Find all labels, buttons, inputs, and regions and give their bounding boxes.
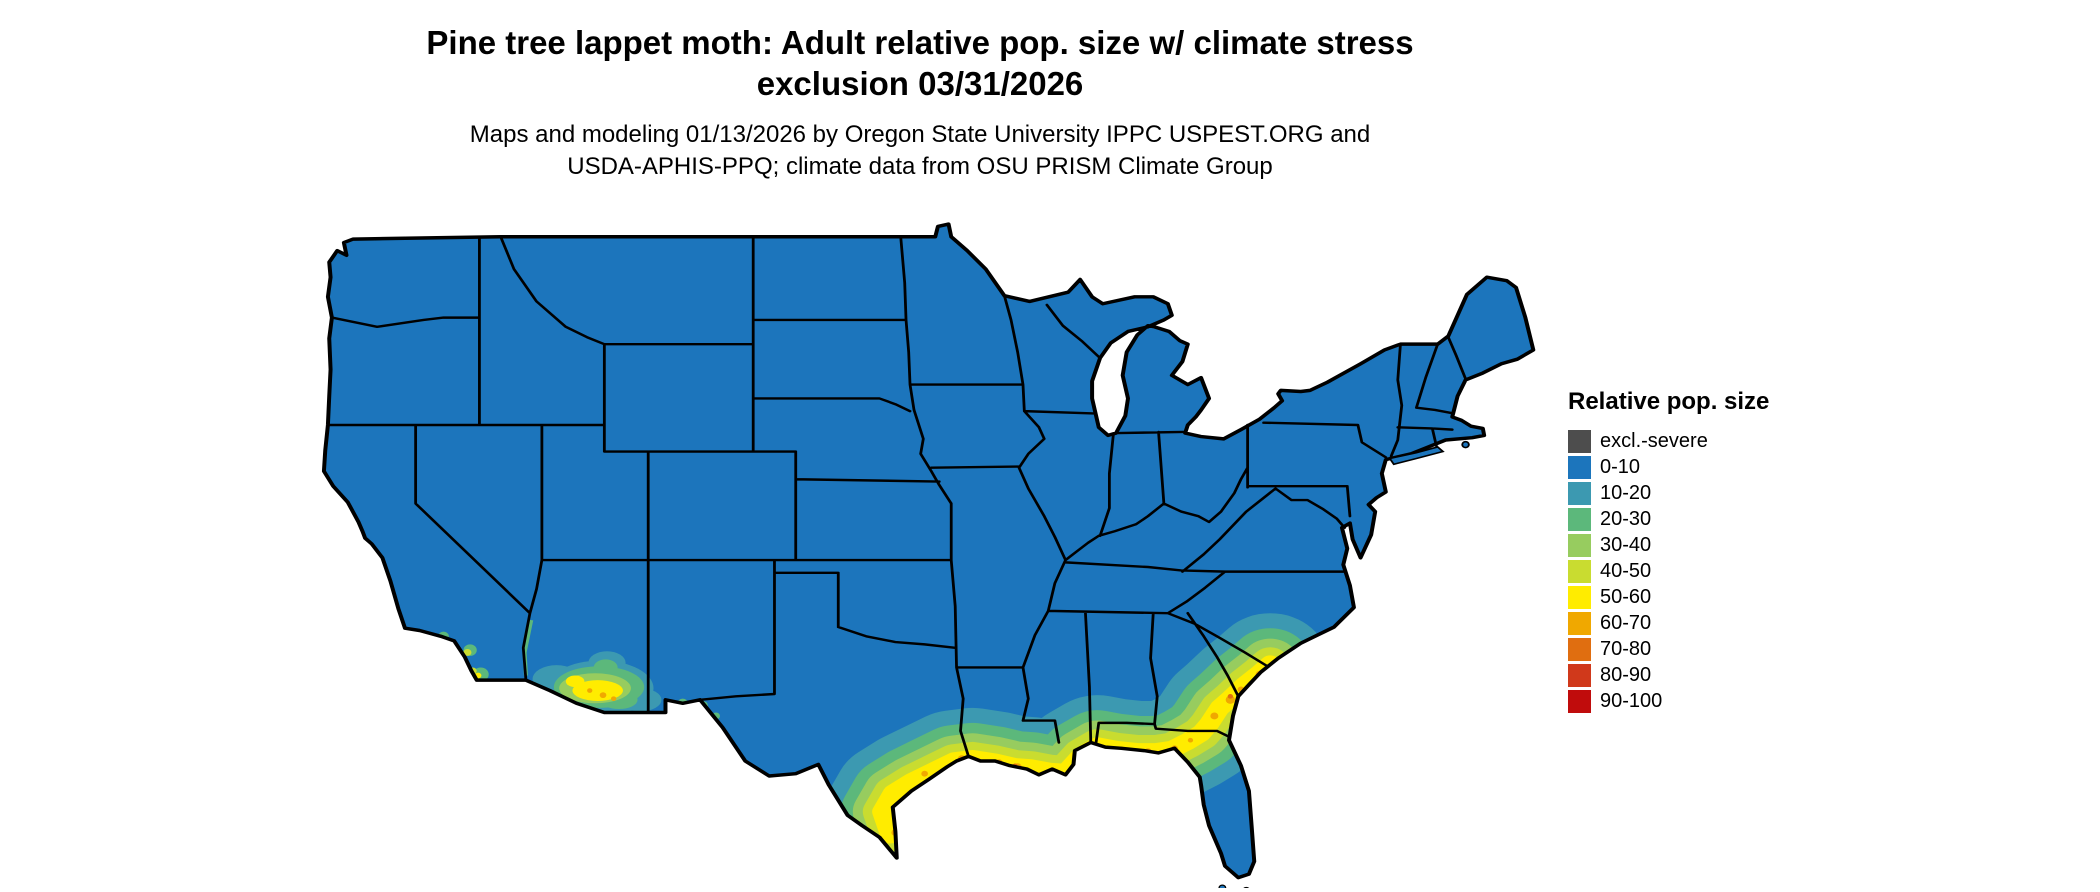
figure-title-line-1: Pine tree lappet moth: Adult relative po…	[426, 24, 1414, 61]
legend-item: 60-70	[1568, 610, 1769, 636]
legend-item: excl.-severe	[1568, 428, 1769, 454]
legend-swatch	[1568, 533, 1591, 557]
legend-label: 50-60	[1600, 585, 1652, 608]
legend-item: 10-20	[1568, 480, 1769, 506]
legend-swatch	[1568, 663, 1591, 687]
legend-label: 70-80	[1600, 637, 1652, 660]
legend: Relative pop. size excl.-severe 0-10 10-…	[1568, 388, 1769, 714]
legend-item: 20-30	[1568, 506, 1769, 532]
az-50-60	[565, 675, 623, 701]
legend-label: 30-40	[1600, 533, 1652, 556]
legend-label: 80-90	[1600, 663, 1652, 686]
legend-item: 40-50	[1568, 558, 1769, 584]
figure-subtitle-line-1: Maps and modeling 01/13/2026 by Oregon S…	[469, 120, 1371, 148]
long-island	[1388, 440, 1470, 466]
legend-title: Relative pop. size	[1568, 388, 1770, 415]
legend-swatch	[1568, 585, 1591, 609]
legend-swatch	[1568, 611, 1591, 635]
legend-swatch	[1568, 559, 1591, 583]
legend-item: 80-90	[1568, 662, 1769, 688]
florida-keys	[1218, 884, 1250, 888]
legend-swatch	[1568, 637, 1591, 661]
legend-label: excl.-severe	[1600, 429, 1708, 452]
legend-swatch	[1568, 481, 1591, 505]
legend-item: 90-100	[1568, 688, 1769, 714]
figure-header: Pine tree lappet moth: Adult relative po…	[0, 22, 1840, 183]
legend-label: 20-30	[1600, 507, 1652, 530]
legend-swatch	[1568, 455, 1591, 479]
legend-swatch	[1568, 429, 1591, 453]
legend-label: 0-10	[1600, 455, 1641, 478]
legend-item: 50-60	[1568, 584, 1769, 610]
legend-item: 70-80	[1568, 636, 1769, 662]
legend-swatch	[1568, 507, 1591, 531]
legend-item: 30-40	[1568, 532, 1769, 558]
figure-subtitle-line-2: USDA-APHIS-PPQ; climate data from OSU PR…	[567, 152, 1273, 180]
legend-swatch	[1568, 689, 1591, 713]
legend-label: 60-70	[1600, 611, 1652, 634]
figure-title: Pine tree lappet moth: Adult relative po…	[0, 22, 1840, 105]
legend-item: 0-10	[1568, 454, 1769, 480]
state-borders	[326, 235, 1467, 758]
legend-label: 90-100	[1600, 689, 1663, 712]
figure-title-line-2: exclusion 03/31/2026	[756, 65, 1084, 103]
legend-label: 10-20	[1600, 481, 1652, 504]
us-map	[321, 222, 1536, 888]
figure-subtitle: Maps and modeling 01/13/2026 by Oregon S…	[0, 119, 1840, 184]
legend-label: 40-50	[1600, 559, 1652, 582]
